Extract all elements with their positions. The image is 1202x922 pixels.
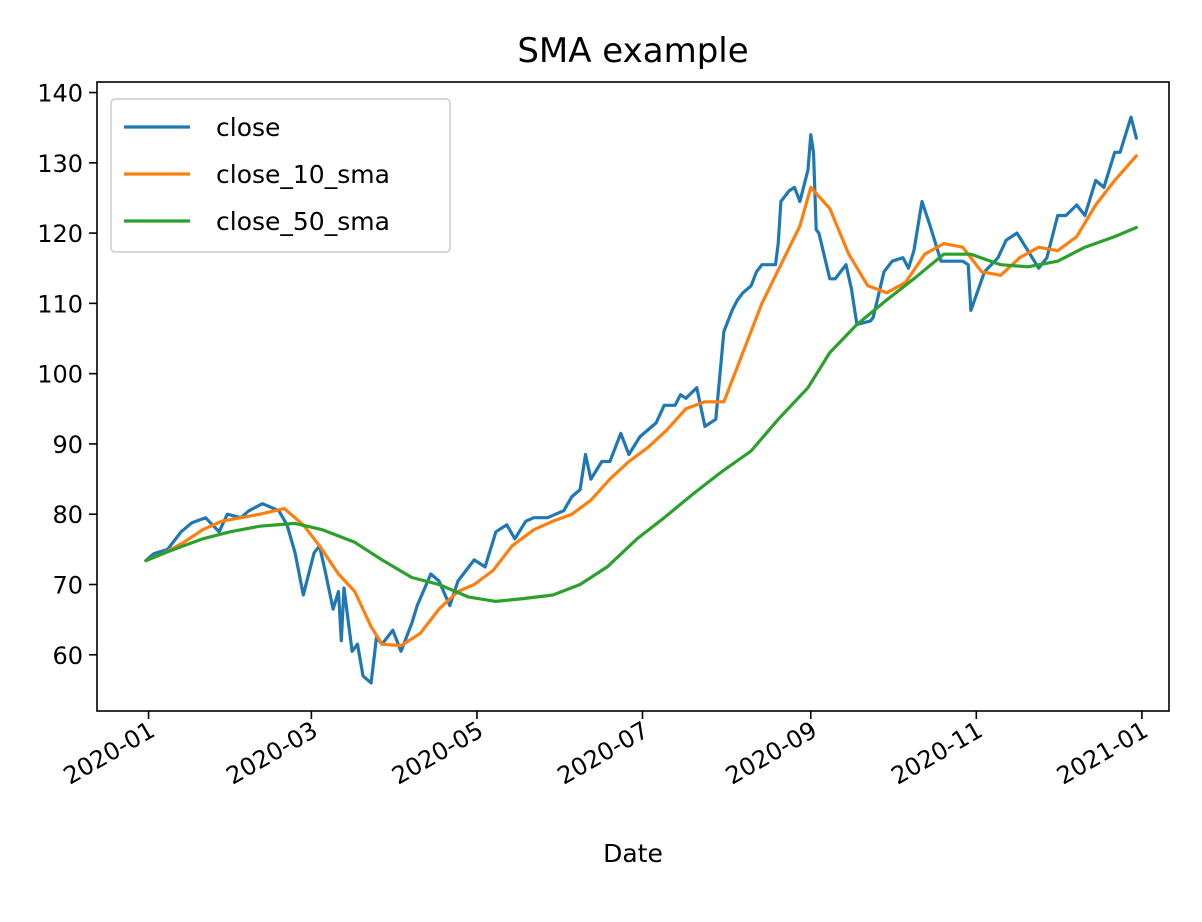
y-tick-label: 90 (52, 431, 83, 459)
y-tick-label: 60 (52, 642, 83, 670)
y-tick-label: 140 (37, 80, 83, 108)
y-axis: 60 70 80 90 100 110 120 130 140 (37, 80, 97, 670)
chart-title: SMA example (517, 31, 748, 71)
legend-label-close: close (216, 113, 280, 142)
series-line-close (144, 115, 1138, 685)
series-layer (144, 115, 1138, 685)
y-tick-label: 80 (52, 501, 83, 529)
legend: close close_10_sma close_50_sma (110, 98, 451, 253)
legend-label-close-10-sma: close_10_sma (216, 160, 390, 189)
legend-label-close-50-sma: close_50_sma (216, 207, 390, 236)
series-line-close-10-sma (144, 154, 1138, 648)
y-tick-label: 100 (37, 361, 83, 389)
series-line-close-50-sma (144, 225, 1138, 603)
plot-frame (96, 81, 1170, 712)
legend-box (110, 98, 451, 253)
y-tick-label: 70 (52, 571, 83, 599)
x-axis-label: Date (603, 839, 663, 868)
y-tick-label: 120 (37, 220, 83, 248)
y-tick-label: 130 (37, 150, 83, 178)
y-tick-label: 110 (37, 290, 83, 318)
